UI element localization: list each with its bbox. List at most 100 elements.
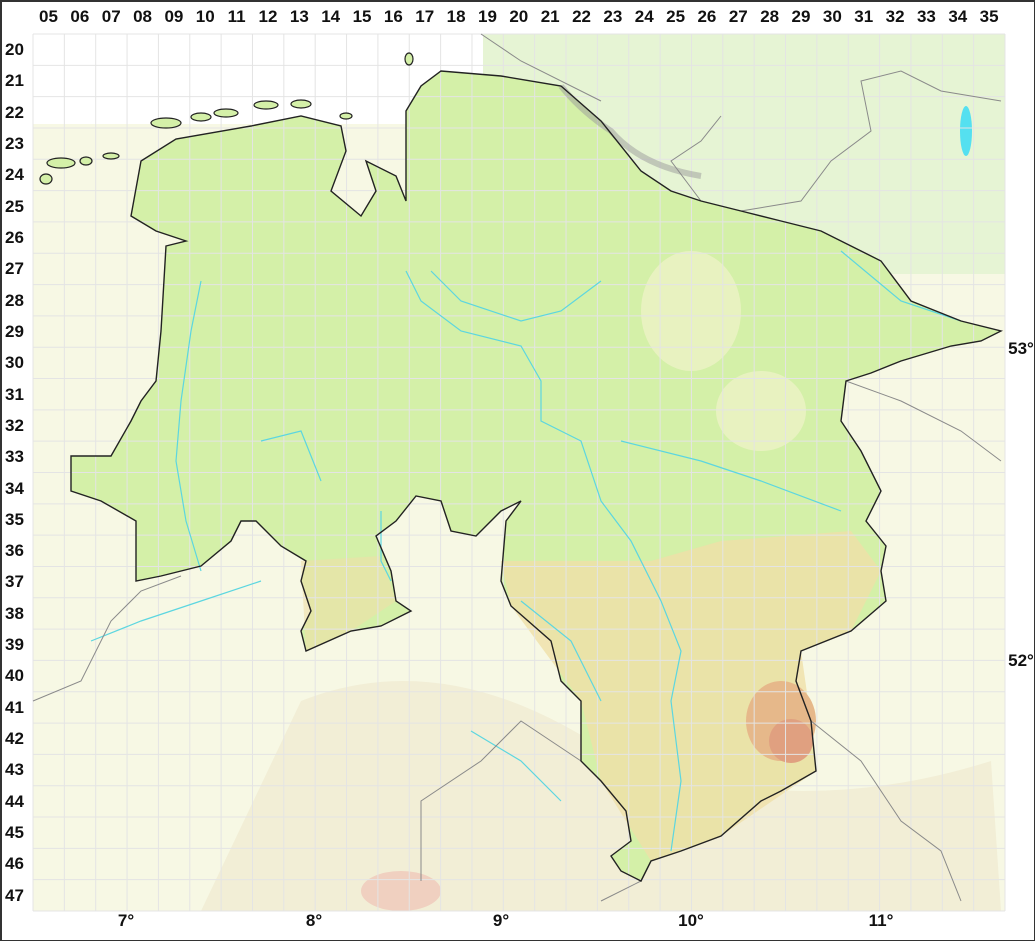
grid-column-label: 11 — [227, 7, 246, 26]
state-border — [420, 720, 582, 881]
grid-column-label: 12 — [258, 7, 278, 26]
grid-row-label: 34 — [5, 478, 24, 498]
island — [190, 112, 212, 122]
longitude-label: 8° — [305, 911, 323, 930]
river — [470, 730, 562, 802]
grid-column-label: 30 — [822, 7, 842, 26]
grid-row-label: 41 — [5, 697, 24, 717]
lake — [960, 106, 972, 156]
river — [175, 280, 202, 572]
island — [79, 156, 93, 166]
river — [90, 580, 262, 642]
grid-column-label: 13 — [289, 7, 309, 26]
grid-column-label: 35 — [979, 7, 999, 26]
grid-row-label: 24 — [5, 165, 24, 185]
longitude-label: 7° — [117, 911, 135, 930]
grid-column-label: 16 — [383, 7, 403, 26]
grid-column-label: 31 — [854, 7, 874, 26]
grid-column-label: 05 — [39, 7, 58, 26]
grid-row-label: 31 — [5, 384, 24, 404]
river — [840, 250, 962, 322]
upland-relief — [201, 681, 1001, 911]
state-border — [845, 380, 1002, 462]
grid-row-label: 22 — [5, 102, 24, 122]
harz-highland — [769, 719, 813, 763]
grid-column-label: 23 — [603, 7, 623, 26]
island — [404, 52, 414, 66]
longitude-label: 9° — [492, 911, 510, 930]
grid-row-label: 47 — [5, 885, 24, 905]
grid-row-label: 40 — [5, 666, 24, 686]
grid-row-label: 25 — [5, 196, 24, 216]
grid-row-label: 38 — [5, 603, 24, 623]
state-border — [32, 575, 182, 702]
river — [260, 430, 322, 482]
grid-column-label: 29 — [791, 7, 811, 26]
grid-column-label: 20 — [509, 7, 529, 26]
island — [253, 100, 279, 110]
grid-column-label: 15 — [352, 7, 372, 26]
longitude-label: 10° — [678, 911, 704, 930]
grid-row-label: 29 — [5, 321, 24, 341]
grid-column-label: 08 — [133, 7, 153, 26]
island — [339, 112, 353, 120]
grid-column-label: 26 — [697, 7, 717, 26]
osnabrueck-upland — [301, 556, 396, 651]
grid-row-label: 23 — [5, 133, 24, 153]
state-border — [670, 115, 722, 202]
grid-row-label: 43 — [5, 760, 24, 780]
grid-row-label: 44 — [5, 791, 24, 811]
grid-column-label: 22 — [572, 7, 591, 26]
state-border — [810, 720, 962, 902]
grid-column-label: 06 — [70, 7, 90, 26]
island — [39, 173, 53, 185]
river — [520, 600, 602, 702]
grid-row-label: 27 — [5, 259, 24, 279]
grid-row-label: 33 — [5, 447, 24, 467]
island — [46, 157, 76, 169]
river — [620, 440, 842, 512]
grid-row-label: 39 — [5, 635, 24, 655]
island — [290, 99, 312, 109]
island — [150, 117, 182, 129]
state-border — [600, 880, 642, 902]
grid-column-label: 24 — [634, 7, 654, 26]
grid-column-label: 10 — [195, 7, 215, 26]
longitude-label: 11° — [868, 911, 894, 930]
grid-column-label: 28 — [760, 7, 780, 26]
elbe-estuary — [558, 84, 702, 179]
grid-row-label: 35 — [5, 509, 24, 529]
grid-row-label: 45 — [5, 823, 24, 843]
southern-highland — [361, 871, 441, 911]
latitude-label: 52° — [1008, 651, 1034, 670]
island — [102, 152, 120, 160]
grid-column-label: 09 — [164, 7, 184, 26]
state-border — [480, 33, 602, 102]
latitude-label: 53° — [1008, 339, 1034, 358]
grid-column-label: 14 — [321, 7, 341, 26]
grid-row-label: 46 — [5, 854, 24, 874]
grid-row-label: 26 — [5, 227, 24, 247]
river — [405, 270, 682, 852]
grid-column-label: 21 — [540, 7, 560, 26]
river — [380, 511, 392, 582]
grid-row-label: 32 — [5, 415, 24, 435]
grid-row-label: 30 — [5, 353, 24, 373]
river — [430, 270, 602, 322]
grid-column-label: 33 — [916, 7, 936, 26]
grid-column-label: 32 — [885, 7, 905, 26]
grid-column-label: 25 — [666, 7, 686, 26]
island — [213, 108, 239, 118]
heath-area — [716, 371, 806, 451]
grid-row-label: 28 — [5, 290, 24, 310]
grid-column-label: 17 — [415, 7, 435, 26]
grid-column-label: 27 — [728, 7, 748, 26]
grid-column-label: 18 — [446, 7, 466, 26]
grid-column-label: 07 — [101, 7, 121, 26]
grid-row-label: 37 — [5, 572, 24, 592]
region-outline — [70, 70, 1004, 882]
grid-column-label: 19 — [477, 7, 497, 26]
